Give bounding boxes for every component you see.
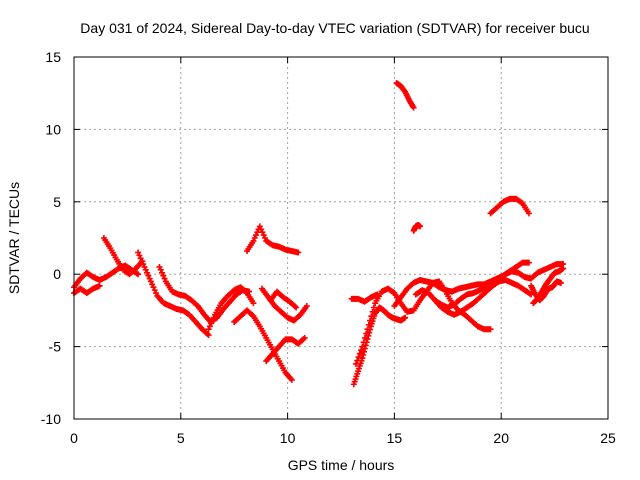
data-point <box>368 313 375 320</box>
x-tick-label: 20 <box>493 430 509 446</box>
data-point <box>205 332 212 339</box>
x-tick-label: 25 <box>600 430 616 446</box>
data-series-arc-b <box>71 282 103 297</box>
data-point <box>135 271 142 278</box>
x-axis-label: GPS time / hours <box>288 457 395 473</box>
y-tick-label: 10 <box>45 121 61 137</box>
y-tick-label: 5 <box>53 194 61 210</box>
data-point <box>359 343 366 350</box>
data-point <box>525 210 532 217</box>
data-series-arc-a <box>71 262 142 291</box>
data-point <box>358 347 365 354</box>
y-tick-label: -10 <box>41 411 61 427</box>
data-point <box>374 291 381 298</box>
data-point <box>367 317 374 324</box>
data-series-arc-c <box>100 235 146 278</box>
x-tick-label: 15 <box>387 430 403 446</box>
data-point <box>362 342 369 349</box>
y-tick-label: 15 <box>45 49 61 65</box>
plot-frame <box>73 56 609 420</box>
data-point <box>295 249 302 256</box>
data-series-arc-q <box>431 261 567 311</box>
data-point <box>352 360 359 367</box>
y-tick-label: -5 <box>49 339 62 355</box>
data-point <box>402 314 409 321</box>
data-point <box>96 282 103 289</box>
data-series-arc-r <box>487 195 532 217</box>
data-point <box>366 329 373 336</box>
data-point <box>356 350 363 357</box>
x-tick-labels: 0 5 10 15 20 25 <box>70 430 616 446</box>
data-point <box>363 330 370 337</box>
data-series-arc-d <box>135 249 212 339</box>
x-tick-label: 10 <box>280 430 296 446</box>
chart-title: Day 031 of 2024, Sidereal Day-to-day VTE… <box>80 20 589 36</box>
data-point <box>487 326 494 333</box>
data-point <box>293 304 300 311</box>
data-point <box>301 334 308 341</box>
data-point <box>360 351 367 358</box>
data-points <box>71 80 567 388</box>
data-point <box>558 279 565 286</box>
data-point <box>410 104 417 111</box>
data-point <box>525 259 532 266</box>
data-point <box>417 223 424 230</box>
data-point <box>288 376 295 383</box>
x-tick-label: 5 <box>177 430 185 446</box>
data-series-arc-f <box>205 284 257 333</box>
data-series-arc-t <box>410 221 424 234</box>
data-series-arc-n <box>348 291 381 305</box>
y-tick-label: 0 <box>53 266 61 282</box>
y-tick-labels: -10 -5 0 5 10 15 <box>41 49 61 427</box>
data-series-arc-j <box>263 334 308 365</box>
data-point <box>560 265 567 272</box>
data-point <box>365 321 372 328</box>
x-tick-label: 0 <box>70 430 78 446</box>
data-point <box>250 300 257 307</box>
data-point <box>354 357 361 364</box>
data-series-arc-k <box>267 288 300 311</box>
data-point <box>359 355 366 362</box>
data-point <box>370 304 377 311</box>
data-series-arc-v <box>530 265 567 307</box>
y-axis-label: SDTVAR / TECUs <box>6 182 22 294</box>
data-series-arc-l <box>350 304 409 388</box>
data-point <box>364 326 371 333</box>
data-series-arc-s <box>393 80 417 111</box>
data-series-arc-h <box>244 223 302 256</box>
data-point <box>361 334 368 341</box>
data-point <box>303 303 310 310</box>
axis-ticks <box>73 56 609 420</box>
data-point <box>360 339 367 346</box>
data-point <box>355 354 362 361</box>
data-point <box>369 308 376 315</box>
